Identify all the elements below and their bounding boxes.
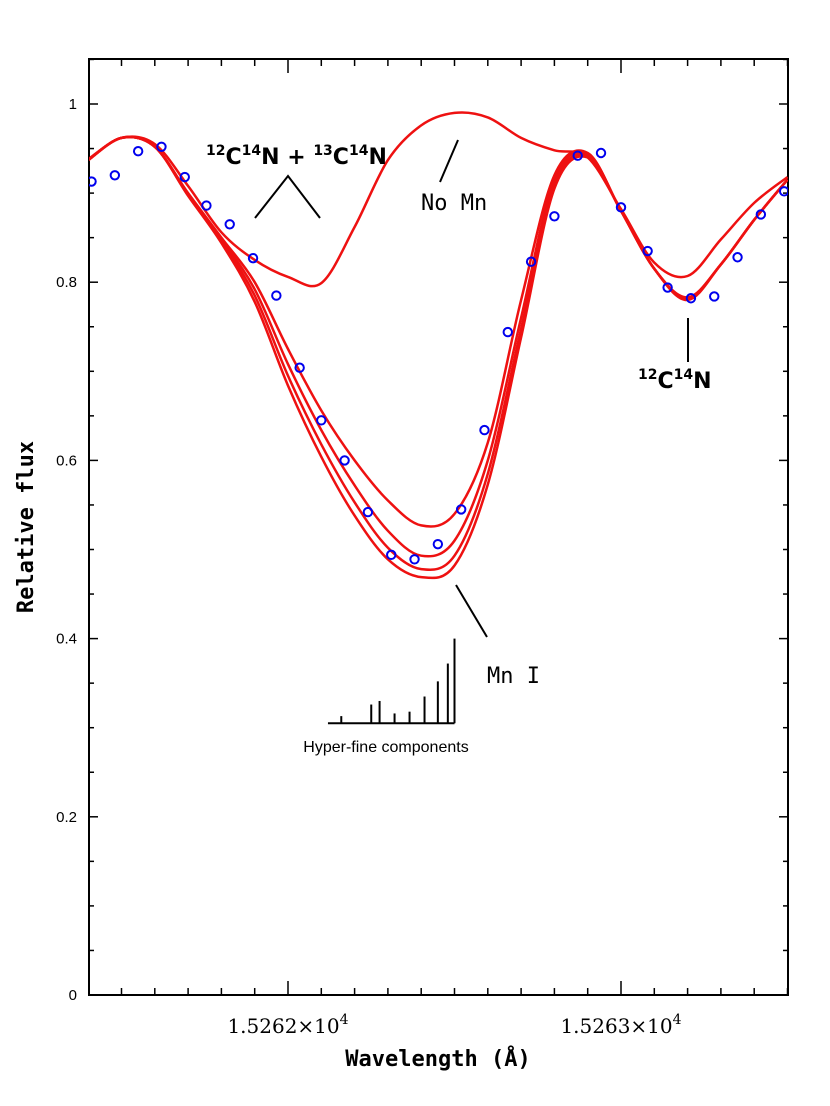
observed-point <box>709 291 720 302</box>
observed-point <box>732 252 743 263</box>
cn-single-mass-1: 12 <box>638 367 657 383</box>
x-axis-title: Wavelength (Å) <box>345 1046 530 1072</box>
observed-point <box>339 455 350 466</box>
observed-point <box>362 506 374 518</box>
observed-point <box>179 171 190 183</box>
observed-point <box>642 245 653 257</box>
x-tick-label: 1.5262×104 <box>227 1012 348 1038</box>
cn-combo-leader <box>254 174 321 219</box>
cn-combo-atom-2: N <box>261 145 279 170</box>
observed-point <box>109 170 121 181</box>
observed-point <box>595 147 607 159</box>
observed-point <box>386 549 397 561</box>
cn-combo-plus: + <box>280 145 314 170</box>
observed-spectrum <box>89 141 788 565</box>
observed-point <box>247 252 259 264</box>
cn-combo-atom-1: C <box>225 145 241 170</box>
cn-combo-mass-3: 13 <box>313 143 332 159</box>
observed-point <box>89 176 97 187</box>
observed-point <box>778 186 788 197</box>
y-tick-label: 0.4 <box>56 631 77 648</box>
y-tick-label: 0.6 <box>56 452 77 469</box>
observed-point <box>685 293 697 304</box>
observed-point <box>271 290 282 301</box>
y-axis-ticks: 0 0.2 0.4 0.6 0.8 1 <box>56 58 788 1004</box>
cn-single-atom-2: N <box>693 369 711 394</box>
y-tick-label: 0 <box>69 987 77 1004</box>
observed-point <box>615 202 627 213</box>
observed-point <box>432 538 444 550</box>
observed-point <box>549 211 560 222</box>
observed-point <box>156 141 167 152</box>
y-tick-label: 0.8 <box>56 274 77 291</box>
cn-combo-mass-1: 12 <box>206 143 225 159</box>
observed-point <box>662 282 673 293</box>
observed-point <box>572 150 583 161</box>
cn-combo-annotation: 12C14N + 13C14N <box>206 143 387 170</box>
observed-point <box>525 256 537 267</box>
plot-frame <box>88 58 789 996</box>
model-no-mn-line <box>89 111 788 288</box>
observed-point <box>132 146 144 157</box>
cn-single-mass-2: 14 <box>674 367 694 383</box>
cn-combo-atom-3: C <box>333 145 349 170</box>
mn-i-leader <box>455 584 488 638</box>
hyperfine-label: Hyper-fine components <box>303 739 468 756</box>
hyperfine-components <box>327 638 456 725</box>
model-spectra <box>89 111 788 580</box>
no-mn-leader <box>439 139 459 183</box>
cn-combo-mass-2: 14 <box>242 143 262 159</box>
mn-i-annotation: Mn I <box>487 664 540 689</box>
observed-point <box>201 200 212 211</box>
model-mn-line <box>89 135 788 580</box>
cn-single-annotation: 12C14N <box>638 367 712 394</box>
observed-point <box>502 326 513 338</box>
cn-combo-atom-4: N <box>368 145 386 170</box>
observed-point <box>409 554 420 565</box>
cn-combo-mass-4: 14 <box>349 143 369 159</box>
y-tick-label: 1 <box>69 96 77 113</box>
cn-single-atom-1: C <box>657 369 673 394</box>
x-tick-label: 1.5263×104 <box>560 1012 681 1038</box>
no-mn-annotation: No Mn <box>421 191 487 216</box>
observed-point <box>316 415 327 426</box>
observed-point <box>455 504 467 515</box>
observed-point <box>755 209 767 220</box>
observed-point <box>479 424 490 436</box>
observed-point <box>224 219 235 230</box>
observed-point <box>294 362 305 373</box>
y-tick-label: 0.2 <box>56 809 77 826</box>
x-axis-ticks: 1.5262×104 1.5263×104 <box>120 59 789 1038</box>
annotation-leaders <box>254 139 689 638</box>
y-axis-title: Relative flux <box>14 441 39 613</box>
